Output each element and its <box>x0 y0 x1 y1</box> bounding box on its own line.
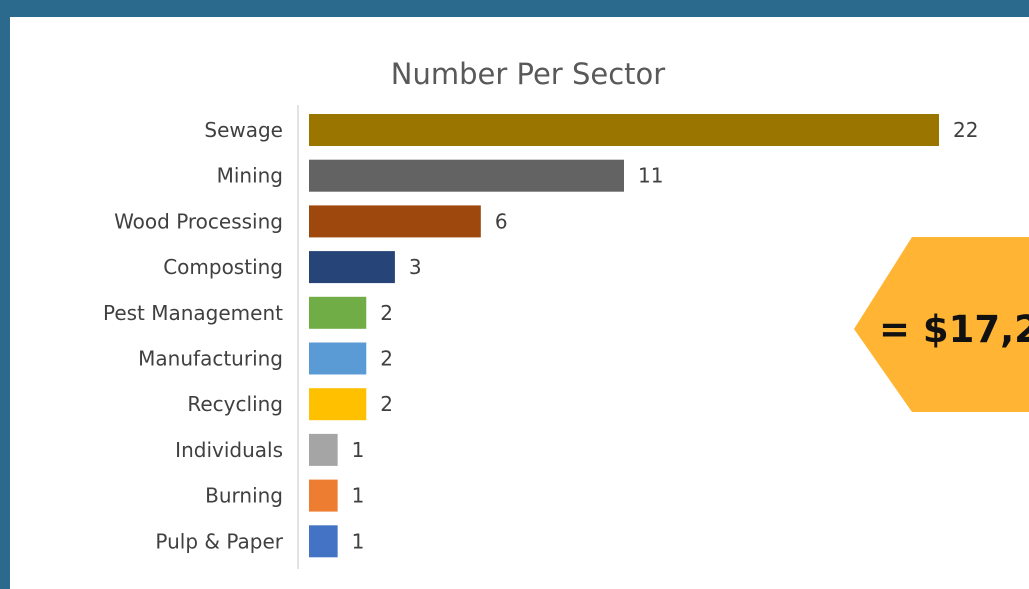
category-label-recycling: Recycling <box>187 392 283 416</box>
bar-mining <box>309 159 624 192</box>
bar-recycling <box>309 388 367 421</box>
bar-pulp-and-paper <box>309 525 338 558</box>
category-label-wood-processing: Wood Processing <box>114 209 283 233</box>
bar-individuals <box>309 433 338 466</box>
category-label-pest-management: Pest Management <box>103 301 283 325</box>
bar-burning <box>309 479 338 512</box>
bar-wood-processing <box>309 205 481 238</box>
value-label-pulp-and-paper: 1 <box>352 529 365 553</box>
value-label-sewage: 22 <box>953 118 978 142</box>
bar-manufacturing <box>309 342 367 375</box>
category-label-burning: Burning <box>205 484 283 508</box>
category-label-individuals: Individuals <box>175 438 283 462</box>
category-label-pulp-and-paper: Pulp & Paper <box>155 529 283 553</box>
value-label-mining: 11 <box>638 164 663 188</box>
value-label-wood-processing: 6 <box>495 209 508 233</box>
category-label-manufacturing: Manufacturing <box>138 347 283 371</box>
value-label-recycling: 2 <box>380 392 393 416</box>
category-label-sewage: Sewage <box>204 118 283 142</box>
value-label-manufacturing: 2 <box>380 347 393 371</box>
chart-title: Number Per Sector <box>391 57 665 91</box>
chart-panel: Number Per Sector Sewage 22 Mining 11 Wood P… <box>10 17 1029 589</box>
value-label-burning: 1 <box>352 484 365 508</box>
category-label-composting: Composting <box>163 255 283 279</box>
bar-composting <box>309 251 395 284</box>
callout-hexagon <box>854 237 1029 412</box>
value-label-composting: 3 <box>409 255 422 279</box>
value-label-pest-management: 2 <box>380 301 393 325</box>
category-label-mining: Mining <box>217 164 283 188</box>
bar-sewage <box>309 114 939 146</box>
callout-text: = $17,2 <box>879 308 1029 351</box>
value-label-individuals: 1 <box>352 438 365 462</box>
bar-pest-management <box>309 296 367 329</box>
